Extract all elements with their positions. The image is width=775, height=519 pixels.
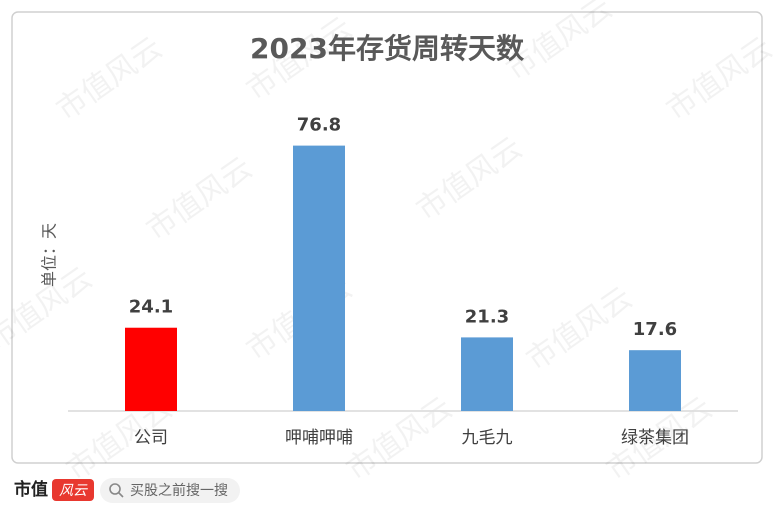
search-icon-handle <box>118 492 124 498</box>
value-label: 17.6 <box>633 319 677 340</box>
chart-title: 2023年存货周转天数 <box>250 32 525 65</box>
bar <box>125 327 177 411</box>
logo-box <box>52 479 94 501</box>
logo: 风云 <box>59 483 88 499</box>
search-icon <box>109 483 121 495</box>
brand: 市值 <box>14 479 48 500</box>
bar <box>629 350 681 411</box>
bar <box>461 337 513 411</box>
bar <box>293 145 345 411</box>
y-axis-label: 单位：天 <box>40 223 59 287</box>
value-label: 24.1 <box>129 297 173 318</box>
search-box[interactable] <box>100 478 240 503</box>
x-tick-label: 绿茶集团 <box>621 428 689 448</box>
value-label: 76.8 <box>297 115 341 136</box>
x-tick-label: 公司 <box>134 428 168 448</box>
value-label: 21.3 <box>465 306 509 327</box>
x-tick-label: 呷哺呷哺 <box>285 428 353 448</box>
footer: 市值 风云 买股之前搜一搜 <box>14 478 240 503</box>
search-text: 买股之前搜一搜 <box>130 482 228 499</box>
x-tick-label: 九毛九 <box>462 428 513 448</box>
chart-frame <box>11 11 763 464</box>
